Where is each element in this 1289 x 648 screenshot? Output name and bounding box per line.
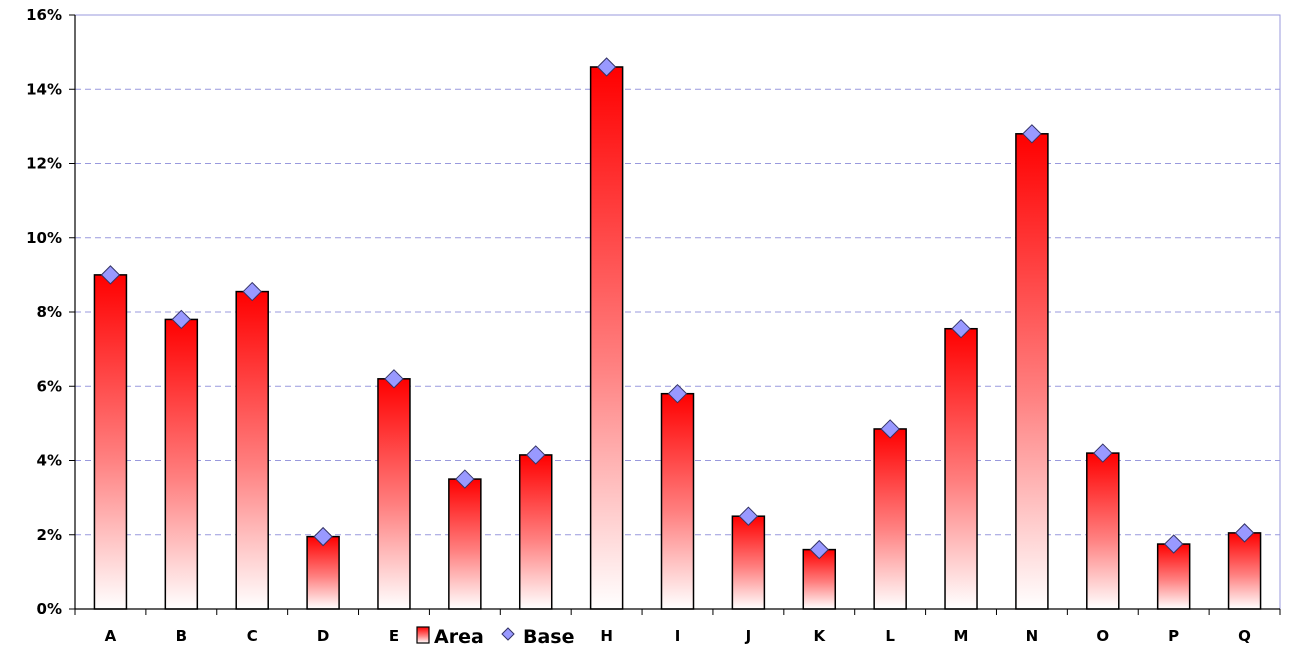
x-tick-label-c: C — [247, 627, 258, 645]
legend-swatch-base-icon — [501, 627, 515, 641]
bars — [93, 66, 1262, 610]
x-tick-label-o: O — [1096, 627, 1109, 645]
marker-l — [880, 419, 900, 439]
marker-p — [1163, 534, 1184, 554]
marker-k — [809, 539, 829, 560]
marker-h — [596, 57, 617, 77]
y-tick-label: 12% — [26, 155, 62, 173]
bar-f — [448, 478, 482, 610]
bar-d — [306, 535, 340, 610]
marker-e — [384, 369, 404, 389]
legend-label-area: Area — [434, 626, 484, 648]
y-tick-label: 8% — [37, 303, 62, 321]
bar-b — [164, 318, 199, 610]
marker-c — [242, 281, 262, 302]
marker-q — [1234, 523, 1255, 543]
marker-a — [100, 265, 121, 285]
x-tick-label-m: M — [954, 627, 969, 645]
bar-p — [1156, 543, 1191, 610]
y-tick-label: 2% — [37, 526, 62, 544]
x-tick-label-p: P — [1168, 627, 1179, 645]
marker-g — [526, 445, 546, 465]
bar-a — [93, 274, 128, 610]
bar-h — [589, 66, 624, 610]
y-tick-label: 0% — [37, 600, 62, 618]
x-tick-label-n: N — [1026, 627, 1039, 645]
legend: Area Base — [416, 626, 575, 648]
bar-i — [660, 392, 695, 610]
y-tick-label: 6% — [37, 377, 62, 395]
marker-d — [313, 526, 333, 547]
marker-i — [667, 383, 688, 404]
marker-j — [738, 506, 759, 526]
x-tick-label-i: I — [675, 627, 681, 645]
x-tick-label-d: D — [317, 627, 329, 645]
bar-o — [1086, 452, 1120, 610]
y-tick-label: 4% — [37, 452, 62, 470]
bar-c — [235, 290, 269, 610]
marker-n — [1022, 124, 1042, 144]
x-tick-label-l: L — [885, 627, 895, 645]
x-tick-label-k: K — [813, 627, 826, 645]
x-tick-label-q: Q — [1238, 627, 1251, 645]
bar-l — [873, 428, 907, 610]
bar-q — [1227, 532, 1262, 610]
y-axis-tick-labels: 0% 2% 4% 6% 8% 10% 12% 14% 16% — [26, 6, 62, 618]
x-tick-label-a: A — [105, 627, 117, 645]
axes — [69, 14, 1281, 615]
y-tick-label: 16% — [26, 6, 62, 24]
legend-label-base: Base — [523, 626, 575, 648]
x-tick-label-e: E — [389, 627, 399, 645]
legend-swatch-area-icon — [416, 626, 430, 644]
marker-m — [951, 318, 971, 339]
y-tick-label: 14% — [26, 80, 62, 98]
bar-m — [944, 327, 978, 610]
marker-b — [171, 309, 192, 330]
marker-f — [455, 469, 475, 489]
bar-e — [377, 378, 411, 610]
bar-g — [518, 454, 553, 610]
x-tick-label-b: B — [176, 627, 187, 645]
marker-o — [1093, 443, 1113, 463]
y-tick-label: 10% — [26, 229, 62, 247]
markers — [100, 57, 1255, 560]
bar-n — [1015, 133, 1049, 610]
bar-j — [731, 515, 766, 610]
x-tick-label-h: H — [600, 627, 613, 645]
x-tick-label-j: J — [745, 627, 752, 645]
